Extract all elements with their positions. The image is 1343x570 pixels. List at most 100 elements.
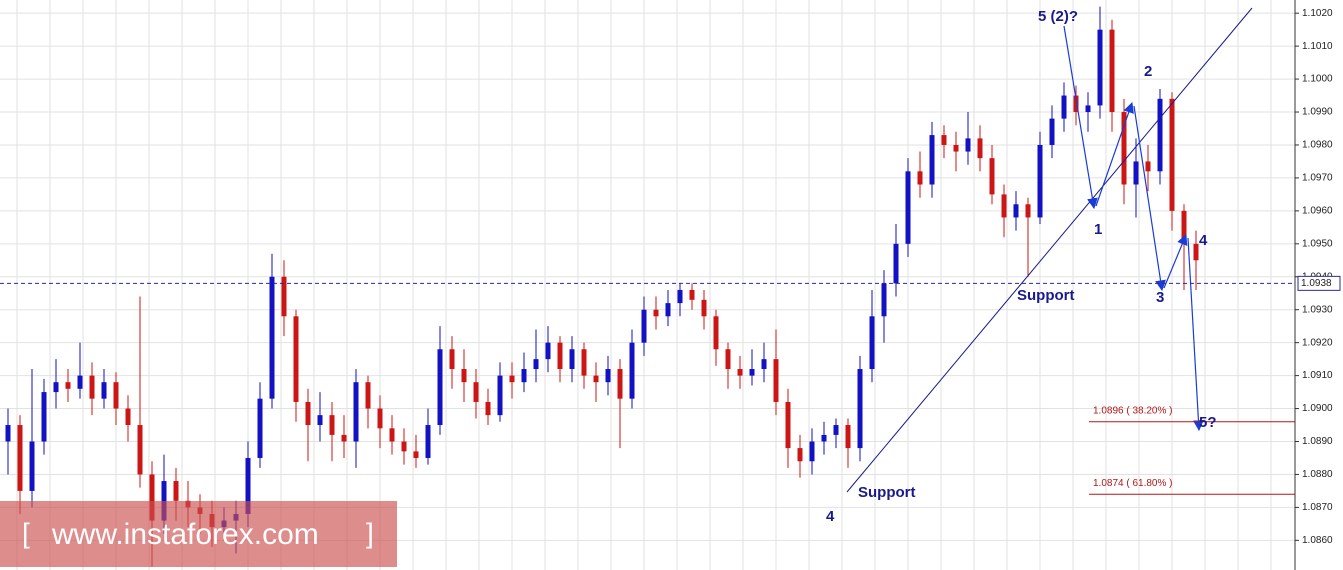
candle-body xyxy=(545,342,551,360)
price-label: 1.0938 xyxy=(1301,278,1332,289)
candle-body xyxy=(113,382,119,409)
candle-body xyxy=(377,408,383,429)
candle-body xyxy=(953,144,959,152)
candle-body xyxy=(581,349,587,376)
candle-body xyxy=(341,434,347,442)
candle-body xyxy=(761,359,767,370)
candle-body xyxy=(965,138,971,152)
fib-label: 1.0874 ( 61.80% ) xyxy=(1093,478,1173,489)
candle-body xyxy=(941,135,947,145)
candle-body xyxy=(353,382,359,442)
candle-body xyxy=(689,289,695,300)
candle-body xyxy=(1037,144,1043,218)
candle-body xyxy=(1097,29,1103,106)
candle-body xyxy=(773,359,779,402)
candle-body xyxy=(1061,95,1067,119)
candle-body xyxy=(749,369,755,376)
candle-body xyxy=(437,349,443,426)
y-tick-label: 1.0970 xyxy=(1302,173,1333,184)
y-tick-label: 1.1010 xyxy=(1302,41,1333,52)
candle-body xyxy=(53,382,59,393)
candle-body xyxy=(1133,161,1139,185)
y-tick-label: 1.0990 xyxy=(1302,107,1333,118)
candle-body xyxy=(149,474,155,521)
wave-label: 1 xyxy=(1094,221,1102,238)
candle-body xyxy=(29,441,35,491)
wave-label: 2 xyxy=(1144,63,1152,80)
candle-body xyxy=(593,375,599,383)
candle-body xyxy=(677,289,683,304)
candle-body xyxy=(1169,98,1175,211)
candle-body xyxy=(485,401,491,416)
watermark-text: ] xyxy=(366,517,374,548)
wave-label: 4 xyxy=(826,508,835,525)
candle-body xyxy=(569,349,575,370)
y-tick-label: 1.0930 xyxy=(1302,304,1333,315)
candle-body xyxy=(5,425,11,442)
candle-body xyxy=(305,401,311,426)
candle-body xyxy=(65,382,71,389)
candle-body xyxy=(629,342,635,399)
candle-body xyxy=(1073,95,1079,113)
candle-body xyxy=(797,448,803,462)
candle-body xyxy=(329,415,335,435)
candle-body xyxy=(929,135,935,185)
candle-body xyxy=(617,369,623,399)
y-tick-label: 1.0960 xyxy=(1302,206,1333,217)
y-tick-label: 1.0980 xyxy=(1302,140,1333,151)
y-tick-label: 1.1020 xyxy=(1302,8,1333,19)
candle-body xyxy=(977,138,983,159)
candle-body xyxy=(653,309,659,317)
candle-body xyxy=(137,425,143,475)
y-tick-label: 1.1000 xyxy=(1302,74,1333,85)
candle-body xyxy=(641,309,647,343)
candle-body xyxy=(461,369,467,383)
candle-body xyxy=(77,375,83,389)
candle-body xyxy=(1085,105,1091,113)
candle-body xyxy=(473,382,479,402)
y-tick-label: 1.0880 xyxy=(1302,469,1333,480)
wave-label: Support xyxy=(1017,287,1075,304)
y-tick-label: 1.0920 xyxy=(1302,337,1333,348)
candle-body xyxy=(821,434,827,442)
candle-body xyxy=(1025,204,1031,218)
candle-body xyxy=(701,299,707,317)
candle-body xyxy=(89,375,95,399)
candle-body xyxy=(1049,118,1055,145)
wave-label: Support xyxy=(858,484,916,501)
candle-body xyxy=(1157,98,1163,172)
candle-body xyxy=(1121,112,1127,185)
candle-body xyxy=(17,425,23,491)
wave-label: 5 (2)? xyxy=(1038,8,1078,25)
trend-line xyxy=(846,7,1253,493)
y-tick-label: 1.0910 xyxy=(1302,370,1333,381)
candle-body xyxy=(881,283,887,317)
watermark-text: www.instaforex.com xyxy=(51,518,319,551)
candle-body xyxy=(833,425,839,435)
price-box xyxy=(1297,275,1341,291)
y-tick-label: 1.0890 xyxy=(1302,436,1333,447)
candle-body xyxy=(425,425,431,458)
candle-body xyxy=(509,375,515,383)
candle-body xyxy=(41,392,47,442)
candle-body xyxy=(125,408,131,426)
candle-body xyxy=(161,481,167,521)
overlay: 1.0860 1.0870 1.0880 1.0890 1.0900 1.0910 1.09… xyxy=(0,8,1341,546)
wave-label: 3 xyxy=(1156,289,1164,306)
candle-body xyxy=(857,369,863,449)
candle-body xyxy=(869,316,875,370)
candle-body xyxy=(269,276,275,399)
candle-body xyxy=(365,382,371,409)
candle-body xyxy=(917,171,923,185)
candle-body xyxy=(1001,194,1007,218)
wave-label: 5? xyxy=(1199,414,1217,431)
candle-body xyxy=(605,369,611,383)
candle-body xyxy=(497,375,503,416)
candles xyxy=(5,6,1199,567)
candle-body xyxy=(713,316,719,350)
fib-label: 1.0896 ( 38.20% ) xyxy=(1093,405,1173,416)
y-tick-label: 1.0950 xyxy=(1302,238,1333,249)
candle-body xyxy=(557,342,563,370)
candle-body xyxy=(245,457,251,514)
